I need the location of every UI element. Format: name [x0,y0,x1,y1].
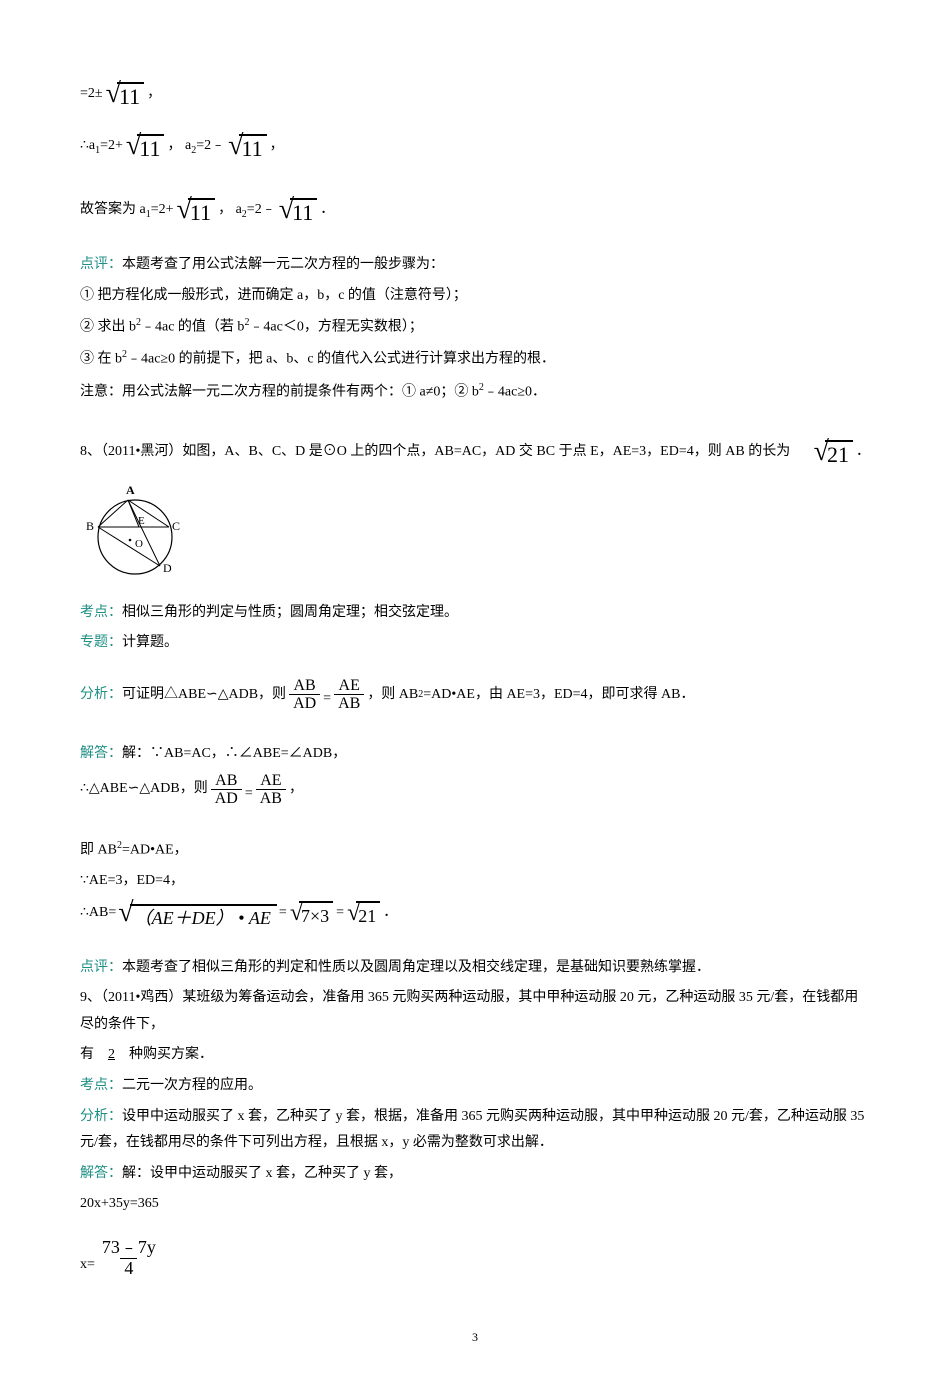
jieda-9-line1: 解答：解：设甲中运动服买了 x 套，乙种买了 y 套， [80,1161,870,1188]
label-dianping: 点评： [80,257,122,272]
jieda-9-eq1: 20x+35y=365 [80,1191,870,1218]
eq-line-2: ∴a1 =2+ √11 ， a2 =2﹣ √11 ， [80,132,870,160]
page-number: 3 [80,1326,870,1349]
label-o: O [135,538,143,550]
step-2: ② 求出 b2﹣4ac 的值（若 b2﹣4ac＜0，方程无实数根）； [80,313,870,341]
label-e: E [138,515,145,527]
sqrt-21: √21 [814,438,853,466]
label-c: C [172,519,180,533]
jieda-9-eq2: x= 73﹣7y 4 [80,1238,870,1279]
question-9: 9、（2011•鸡西）某班级为筹备运动会，准备用 365 元购买两种运动服，其中… [80,985,870,1038]
jieda-8-line5: ∴AB= √（AE＋DE） • AE = √7×3 = √21 ． [80,899,870,927]
jieda-8-line4: ∵AE=3，ED=4， [80,868,870,895]
label-d: D [163,561,172,575]
step-3: ③ 在 b2﹣4ac≥0 的前提下，把 a、b、c 的值代入公式进行计算求出方程… [80,345,870,373]
frac-ae-ab: AEAB [334,677,364,713]
frac-ab-ad: ABAD [289,677,320,713]
label-b: B [86,519,94,533]
zhuanti-8: 专题：计算题。 [80,630,870,657]
sqrt-11: √11 [279,196,318,224]
fenxi-9: 分析：设甲中运动服买了 x 套，乙种买了 y 套，根据，准备用 365 元购买两… [80,1104,870,1157]
sqrt-7x3: √7×3 [290,899,333,927]
sqrt-11: √11 [228,132,267,160]
step-1: ① 把方程化成一般形式，进而确定 a，b，c 的值（注意符号）； [80,283,870,310]
eq-text: =2± [80,81,103,108]
fenxi-8: 分析： 可证明△ABE∽△ADB，则 ABAD = AEAB ，则 AB2 =A… [80,677,870,713]
sqrt-21: √21 [347,899,380,927]
circle-diagram: A B C D E O [80,482,190,577]
eq-line-1: =2± √ 11 ， [80,80,870,108]
jieda-8-line1: 解答：解：∵AB=AC，∴∠ABE=∠ADB， [80,741,870,768]
kaodian-9: 考点：二元一次方程的应用。 [80,1073,870,1100]
dianping-8: 点评：本题考查了相似三角形的判定和性质以及圆周角定理以及相交线定理，是基础知识要… [80,955,870,982]
eq-line-3: 故答案为 a1 =2+ √11 ， a2 =2﹣ √11 ． [80,196,870,224]
note: 注意：用公式法解一元二次方程的前提条件有两个：① a≠0；② b2﹣4ac≥0． [80,378,870,406]
answer-blank: 2 [108,1047,115,1062]
sqrt-expr: √（AE＋DE） • AE [118,899,277,927]
jieda-8-line2: ∴△ABE∽△ADB，则 ABAD = AEAB ， [80,772,870,808]
question-8: 8、（2011•黑河）如图，A、B、C、D 是⊙O 上的四个点，AB=AC，AD… [80,438,870,466]
sqrt-11: √11 [177,196,216,224]
sqrt-11: √ 11 [106,80,145,108]
jieda-8-line3: 即 AB2=AD•AE， [80,836,870,864]
dianping-1: 点评：本题考查了用公式法解一元二次方程的一般步骤为： [80,252,870,279]
sqrt-11: √11 [126,132,165,160]
label-a: A [126,483,135,497]
kaodian-8: 考点：相似三角形的判定与性质；圆周角定理；相交弦定理。 [80,600,870,627]
frac-73-7y: 73﹣7y 4 [98,1238,160,1279]
question-9-blank: 有 2 种购买方案． [80,1042,870,1069]
